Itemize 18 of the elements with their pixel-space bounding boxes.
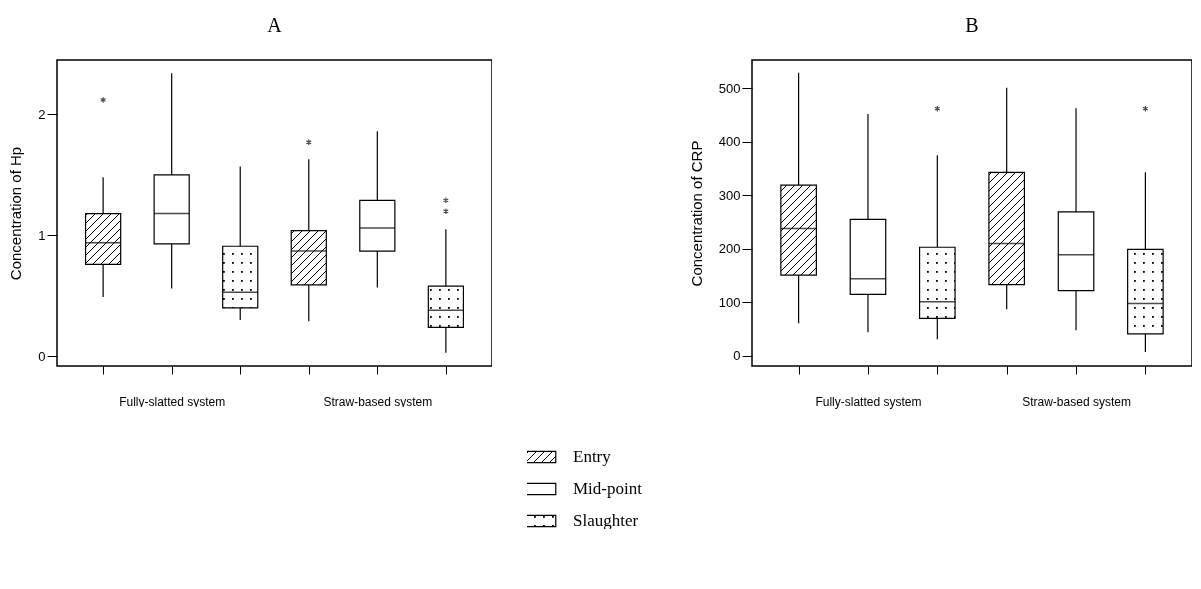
y-tick-label: 100 [718,294,741,310]
y-tick-label: 2 [38,106,46,122]
y-tick-label: 1 [38,227,46,243]
y-axis-title: Concentration of CRP [687,140,705,287]
legend-label: Mid-point [573,479,643,498]
y-axis-title: Concentration of Hp [7,146,25,281]
chart-title: A [267,14,283,36]
y-tick-label: 400 [718,134,741,150]
y-tick-label: 0 [733,348,741,364]
x-tick-label: Straw-based system [1022,394,1131,409]
y-tick-label: 300 [718,187,741,203]
y-tick-label: 0 [38,348,46,364]
y-tick-label: 200 [718,241,741,257]
chart-title: B [965,14,979,36]
y-tick-label: 500 [718,80,741,96]
legend-label: Entry [573,447,612,466]
x-tick-label: Fully-slatted system [815,394,922,409]
legend-label: Slaughter [573,511,639,530]
